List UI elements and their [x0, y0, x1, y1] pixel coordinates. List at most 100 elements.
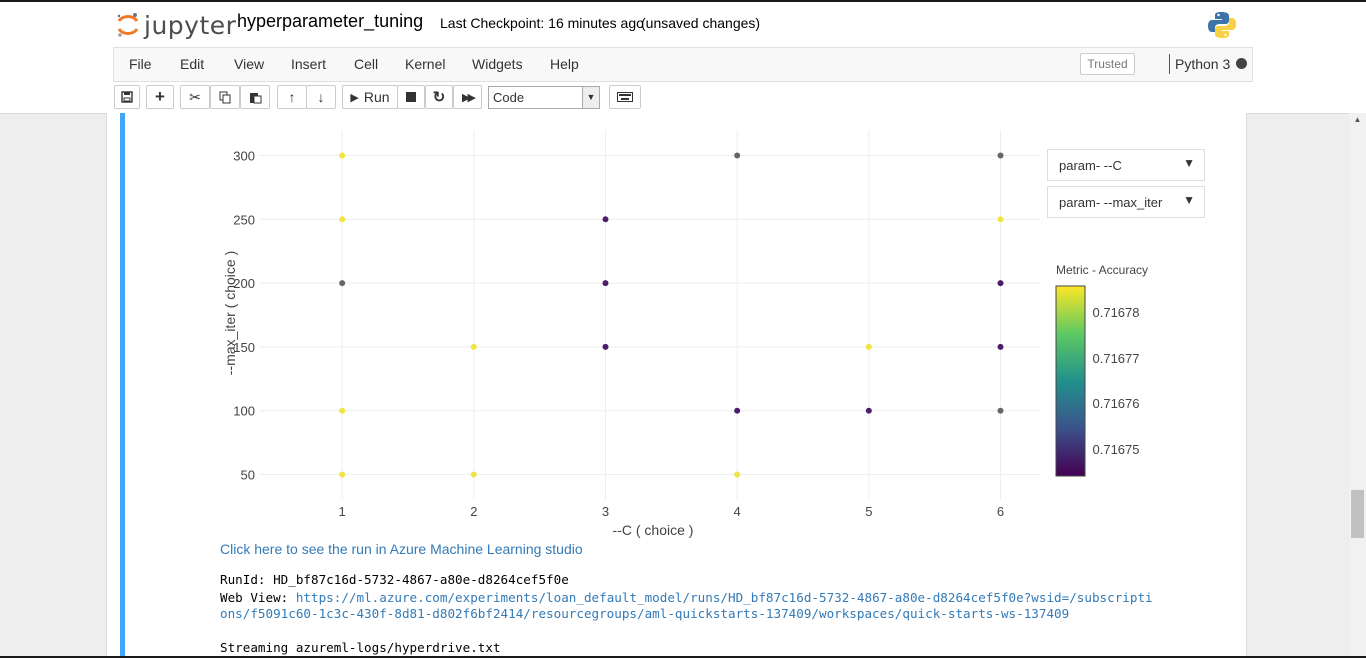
data-point [734, 471, 741, 478]
web-view-label: Web View: [220, 590, 296, 605]
y-tick-label: 50 [241, 467, 255, 482]
y-tick-label: 300 [233, 149, 255, 164]
data-point [339, 280, 346, 287]
trusted-indicator[interactable]: Trusted [1080, 53, 1135, 75]
run-id-text: RunId: HD_bf87c16d-5732-4867-a80e-d8264c… [220, 572, 569, 587]
data-point [865, 343, 872, 350]
kernel-status-icon [1236, 58, 1247, 69]
selected-cell-indicator [120, 113, 125, 658]
data-point [470, 343, 477, 350]
run-label: Run [363, 89, 390, 105]
data-point [339, 216, 346, 223]
notebook-title[interactable]: hyperparameter_tuning [237, 11, 424, 31]
x-tick-label: 3 [602, 504, 609, 519]
cut-button[interactable]: ✂ [180, 85, 210, 109]
save-icon [121, 91, 133, 103]
chart-points [339, 152, 1004, 478]
checkpoint-status: Last Checkpoint: 16 minutes ago [440, 15, 644, 31]
data-point [339, 152, 346, 159]
copy-button[interactable] [210, 85, 240, 109]
colorbar-tick-label: 0.71678 [1093, 305, 1140, 320]
arrow-down-icon: ↓ [317, 89, 325, 105]
autosave-status: (unsaved changes) [641, 15, 761, 31]
menu-kernel[interactable]: Kernel [405, 56, 446, 72]
data-point [339, 407, 346, 414]
data-point [997, 152, 1004, 159]
python-logo-icon [1208, 12, 1236, 38]
x-tick-label: 1 [339, 504, 346, 519]
jupyter-logo[interactable]: jupyter [116, 7, 236, 43]
data-point [865, 407, 872, 414]
paste-icon [249, 92, 261, 103]
y-tick-label: 200 [233, 276, 255, 291]
data-point [602, 216, 609, 223]
paste-button[interactable] [240, 85, 270, 109]
data-point [997, 343, 1004, 350]
plus-icon: + [155, 87, 165, 106]
save-button[interactable] [114, 85, 140, 109]
data-point [997, 216, 1004, 223]
stop-icon [406, 92, 416, 102]
copy-icon [219, 91, 230, 103]
arrow-up-icon: ↑ [288, 89, 296, 105]
interrupt-button[interactable] [397, 85, 425, 109]
jupyter-logo-text: jupyter [144, 10, 237, 40]
x-tick-label: 2 [470, 504, 477, 519]
y-tick-label: 250 [233, 212, 255, 227]
run-button[interactable]: ▶ Run [342, 85, 398, 109]
web-view-link[interactable]: https://ml.azure.com/experiments/loan_de… [295, 590, 1153, 605]
menu-edit[interactable]: Edit [180, 56, 205, 72]
restart-icon: ↻ [432, 89, 446, 106]
param-max-iter-dropdown[interactable]: param- --max_iter ▼ [1047, 186, 1205, 218]
web-view-line-1: Web View: https://ml.azure.com/experimen… [220, 590, 1153, 605]
azure-studio-link[interactable]: Click here to see the run in Azure Machi… [220, 541, 583, 557]
menu-help[interactable]: Help [550, 56, 579, 72]
menu-view[interactable]: View [234, 56, 265, 72]
move-up-button[interactable]: ↑ [277, 85, 307, 109]
web-view-link-continued[interactable]: ons/f5091c60-1c3c-430f-8d81-d802f6bf2414… [220, 606, 1070, 621]
caret-down-icon: ▼ [1183, 193, 1195, 207]
x-tick-label: 6 [997, 504, 1004, 519]
restart-button[interactable]: ↻ [425, 85, 453, 109]
move-down-button[interactable]: ↓ [306, 85, 336, 109]
menu-widgets[interactable]: Widgets [472, 56, 523, 72]
insert-cell-button[interactable]: + [146, 85, 174, 109]
colorbar-title: Metric - Accuracy [1056, 263, 1148, 277]
data-point [602, 343, 609, 350]
param-c-dropdown[interactable]: param- --C ▼ [1047, 149, 1205, 181]
page-scrollbar[interactable] [1349, 113, 1366, 658]
caret-down-icon: ▼ [1183, 156, 1195, 170]
restart-run-all-button[interactable]: ▶▶ [453, 85, 482, 109]
y-axis-label: --max_iter ( choice ) [222, 251, 238, 375]
menu-cell[interactable]: Cell [354, 56, 379, 72]
web-view-line-2: ons/f5091c60-1c3c-430f-8d81-d802f6bf2414… [220, 606, 1069, 621]
kernel-name[interactable]: Python 3 [1175, 56, 1231, 72]
y-tick-label: 100 [233, 404, 255, 419]
menu-file[interactable]: File [129, 56, 152, 72]
param-max-iter-dropdown-label: param- --max_iter [1059, 195, 1163, 210]
data-point [602, 280, 609, 287]
colorbar-tick-label: 0.71677 [1093, 351, 1140, 366]
colorbar-ticks: 0.71678 0.71677 0.71676 0.71675 [1093, 305, 1140, 457]
notebook-header: jupyter hyperparameter_tuning Last Check… [0, 2, 1366, 114]
colorbar-tick-label: 0.71676 [1093, 396, 1140, 411]
jupyter-logo-icon [117, 13, 139, 37]
data-point [997, 280, 1004, 287]
scrollbar-thumb[interactable] [1351, 490, 1364, 538]
data-point [734, 407, 741, 414]
colorbar [1055, 285, 1086, 477]
param-c-dropdown-label: param- --C [1059, 158, 1122, 173]
cut-icon: ✂ [189, 88, 201, 105]
data-point [997, 407, 1004, 414]
command-palette-button[interactable] [609, 85, 641, 109]
menubar: File Edit View Insert Cell Kernel Widget… [113, 47, 1253, 82]
accuracy-scatter-chart: 1 2 3 4 5 6 50 100 150 200 250 300 --C ( choice ) -… [222, 130, 1148, 538]
data-point [734, 152, 741, 159]
cell-type-select[interactable]: Code ▼ [488, 86, 600, 109]
colorbar-tick-label: 0.71675 [1093, 442, 1140, 457]
cell-type-value: Code [493, 90, 525, 105]
data-point [339, 471, 346, 478]
menu-insert[interactable]: Insert [291, 56, 327, 72]
scroll-up-icon[interactable]: ▲ [1353, 115, 1362, 124]
x-axis-label: --C ( choice ) [613, 522, 694, 538]
